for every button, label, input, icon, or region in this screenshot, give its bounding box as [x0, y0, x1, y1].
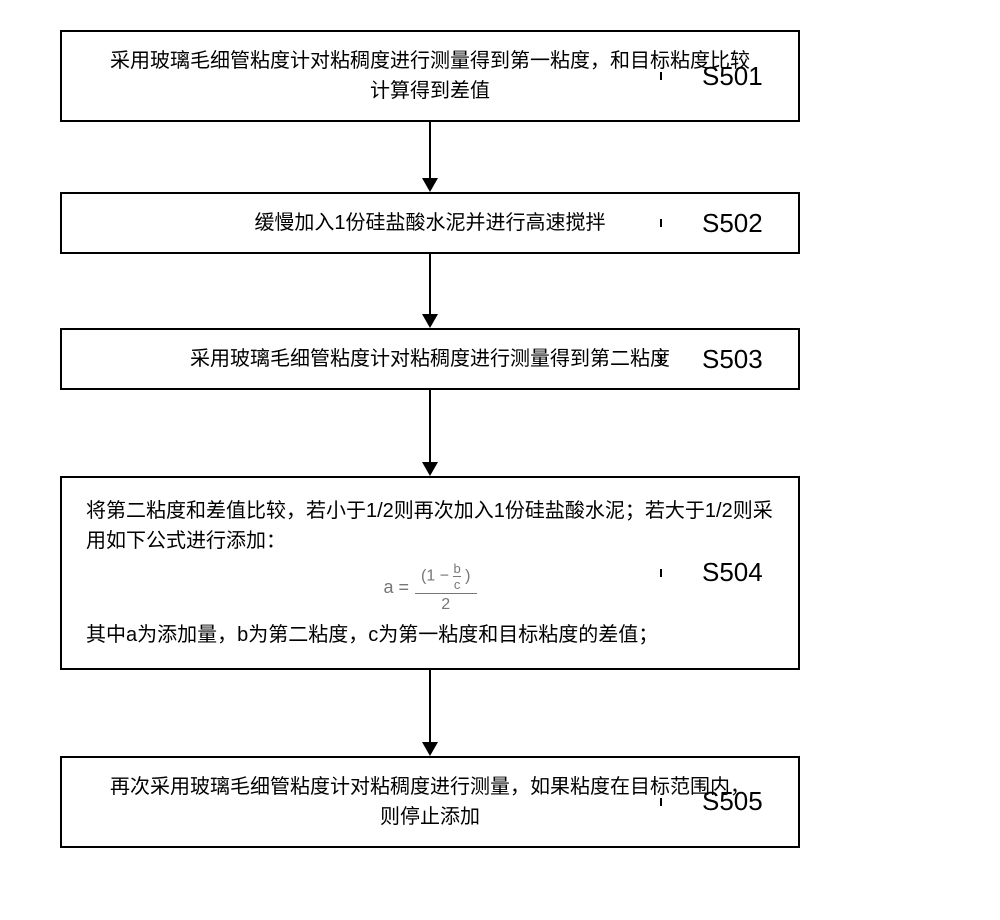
step-text: 采用玻璃毛细管粘度计对粘稠度进行测量得到第二粘度: [190, 348, 670, 370]
formula-num-prefix: (1 −: [421, 568, 449, 585]
step-box-s502: 缓慢加入1份硅盐酸水泥并进行高速搅拌: [60, 192, 800, 254]
step-row: 采用玻璃毛细管粘度计对粘稠度进行测量得到第一粘度，和目标粘度比较计算得到差值 S…: [60, 30, 940, 122]
arrow-down-icon: [422, 254, 438, 328]
step-row: 采用玻璃毛细管粘度计对粘稠度进行测量得到第二粘度 S503: [60, 328, 940, 390]
step-intro: 将第二粘度和差值比较，若小于1/2则再次加入1份硅盐酸水泥；若大于1/2则采用如…: [86, 496, 774, 556]
step-row: 再次采用玻璃毛细管粘度计对粘稠度进行测量，如果粘度在目标范围内，则停止添加 S5…: [60, 756, 940, 848]
step-box-s503: 采用玻璃毛细管粘度计对粘稠度进行测量得到第二粘度: [60, 328, 800, 390]
formula-legend: 其中a为添加量，b为第二粘度，c为第一粘度和目标粘度的差值；: [86, 620, 774, 650]
step-label: S503: [702, 344, 782, 375]
step-label: S501: [702, 61, 782, 92]
formula-inner-fraction: b c: [453, 562, 460, 591]
label-connector: [660, 569, 662, 577]
label-connector: [660, 798, 662, 806]
step-label: S504: [702, 557, 782, 588]
formula-b: b: [453, 562, 460, 575]
arrow-down-icon: [422, 670, 438, 756]
step-box-s505: 再次采用玻璃毛细管粘度计对粘稠度进行测量，如果粘度在目标范围内，则停止添加: [60, 756, 800, 848]
formula-num-suffix: ): [465, 568, 470, 585]
step-label: S505: [702, 786, 782, 817]
formula-fraction: (1 − b c ) 2: [415, 562, 476, 614]
formula-den: 2: [435, 596, 456, 614]
arrow-down-icon: [422, 122, 438, 192]
step-box-s501: 采用玻璃毛细管粘度计对粘稠度进行测量得到第一粘度，和目标粘度比较计算得到差值: [60, 30, 800, 122]
formula-c: c: [454, 578, 461, 591]
label-connector: [660, 219, 662, 227]
step-text: 采用玻璃毛细管粘度计对粘稠度进行测量得到第一粘度，和目标粘度比较计算得到差值: [110, 50, 750, 102]
step-label: S502: [702, 208, 782, 239]
flowchart-container: 采用玻璃毛细管粘度计对粘稠度进行测量得到第一粘度，和目标粘度比较计算得到差值 S…: [60, 30, 940, 848]
step-row: 将第二粘度和差值比较，若小于1/2则再次加入1份硅盐酸水泥；若大于1/2则采用如…: [60, 476, 940, 670]
formula-lhs: a =: [383, 574, 409, 601]
arrow-down-icon: [422, 390, 438, 476]
label-connector: [660, 355, 662, 363]
label-connector: [660, 72, 662, 80]
step-box-s504: 将第二粘度和差值比较，若小于1/2则再次加入1份硅盐酸水泥；若大于1/2则采用如…: [60, 476, 800, 670]
step-row: 缓慢加入1份硅盐酸水泥并进行高速搅拌 S502: [60, 192, 940, 254]
formula: a = (1 − b c ) 2: [86, 562, 774, 614]
step-text: 缓慢加入1份硅盐酸水泥并进行高速搅拌: [254, 212, 605, 234]
step-text: 再次采用玻璃毛细管粘度计对粘稠度进行测量，如果粘度在目标范围内，则停止添加: [110, 776, 750, 828]
